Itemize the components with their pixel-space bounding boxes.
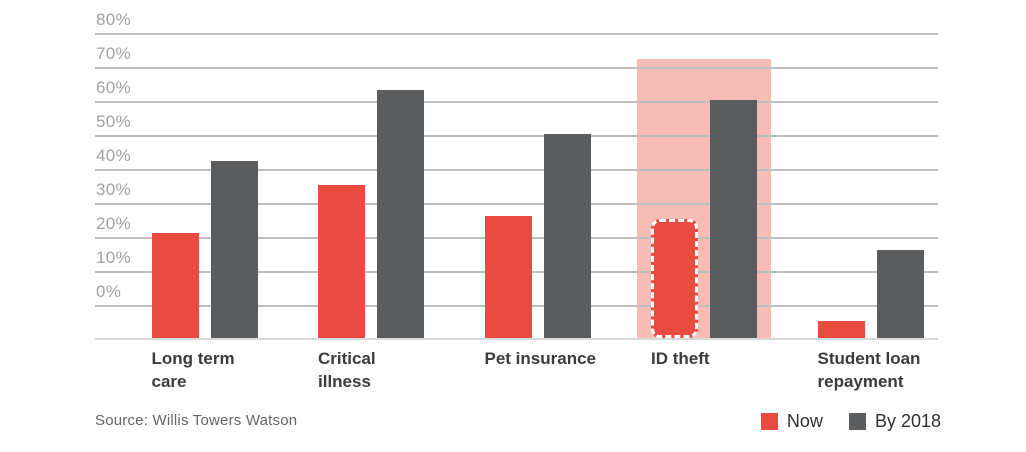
bar-student-loan-repayment-by-2018 (876, 249, 924, 338)
category-label-critical-illness: Critical illness (318, 347, 478, 393)
y-axis-tick-0: 0% (96, 282, 122, 301)
category-label-long-term-care: Long term care (152, 347, 312, 393)
legend-label-now: Now (786, 411, 823, 431)
chart-legend: Now By 2018 (760, 411, 941, 432)
legend-item-now: Now (760, 411, 823, 432)
y-axis-tick-20: 20% (96, 214, 131, 233)
x-axis-line (95, 338, 938, 340)
category-label-id-theft: ID theft (651, 347, 811, 370)
category-label-line: Critical (318, 349, 376, 368)
category-label-student-loan-repayment: Student loan repayment (818, 347, 978, 393)
bar-critical-illness-now (318, 185, 365, 338)
y-axis-tick-10: 10% (96, 248, 131, 267)
gridline-40 (95, 169, 938, 171)
legend-swatch-now (760, 413, 778, 430)
y-axis-tick-70: 70% (96, 44, 131, 63)
y-axis-tick-50: 50% (96, 112, 131, 131)
gridline-60 (95, 101, 938, 103)
gridline-50 (95, 135, 938, 137)
plot-area: 80% 70% 60% 50% 40% 30% 20% 10% 0% (95, 0, 938, 341)
y-axis-tick-30: 30% (96, 180, 131, 199)
category-label-line: Long term (151, 349, 235, 368)
gridline-30 (95, 203, 938, 205)
y-axis-tick-60: 60% (96, 78, 131, 97)
bar-pet-insurance-now (484, 215, 532, 338)
bar-critical-illness-by-2018 (377, 89, 424, 338)
legend-label-by-2018: By 2018 (874, 411, 941, 431)
y-axis-tick-80: 80% (96, 10, 131, 29)
legend-item-by-2018: By 2018 (848, 411, 941, 432)
category-label-line: Pet insurance (484, 349, 597, 368)
source-note: Source: Willis Towers Watson (95, 412, 298, 429)
category-label-line: care (151, 372, 187, 391)
category-label-line: ID theft (651, 349, 710, 368)
category-label-pet-insurance: Pet insurance (485, 347, 645, 370)
y-axis-tick-40: 40% (96, 146, 131, 165)
bar-id-theft-now (651, 219, 698, 338)
bar-student-loan-repayment-now (817, 321, 865, 338)
bar-id-theft-by-2018 (710, 100, 757, 338)
category-label-line: illness (318, 372, 371, 391)
bar-long-term-care-now (151, 232, 199, 338)
bar-pet-insurance-by-2018 (543, 134, 591, 338)
legend-swatch-by-2018 (848, 413, 866, 430)
gridline-80 (95, 33, 938, 35)
category-label-line: Student loan (817, 349, 921, 368)
bar-long-term-care-by-2018 (210, 161, 258, 338)
gridline-70 (95, 67, 938, 69)
category-label-line: repayment (817, 372, 904, 391)
